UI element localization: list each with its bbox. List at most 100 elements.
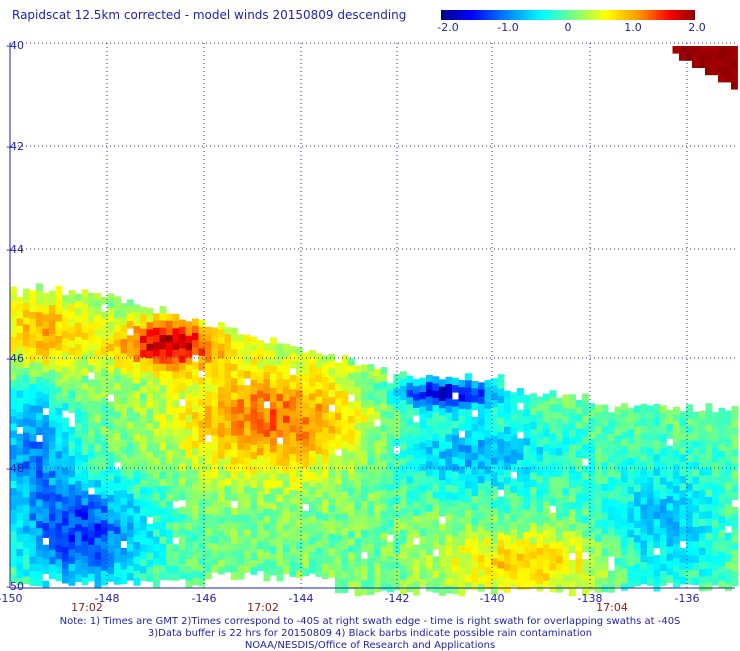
swath-cell (361, 537, 368, 545)
swath-cell (205, 463, 212, 472)
swath-cell (211, 385, 219, 393)
swath-cell (146, 552, 154, 561)
swath-cell (504, 534, 511, 543)
swath-cell (94, 329, 102, 337)
swath-cell (673, 514, 680, 523)
swath-cell (101, 412, 108, 420)
swath-cell (510, 565, 518, 573)
swath-cell (530, 443, 537, 452)
swath-cell (653, 526, 661, 534)
swath-cell (42, 299, 50, 308)
swath-cell (140, 429, 147, 437)
swath-cell (543, 472, 550, 481)
swath-cell (276, 473, 284, 481)
swath-cell (250, 416, 258, 424)
swath-cell (341, 542, 349, 550)
swath-cell (653, 569, 661, 578)
swath-cell (218, 458, 225, 467)
swath-cell (68, 563, 76, 572)
swath-cell (374, 483, 381, 492)
swath-cell (88, 508, 95, 517)
swath-cell (413, 566, 420, 574)
swath-cell (497, 403, 505, 411)
swath-cell (361, 400, 368, 408)
swath-cell (445, 506, 453, 514)
swath-cell (250, 372, 258, 381)
swath-cell (445, 434, 453, 442)
swath-cell (29, 455, 37, 464)
swath-cell (660, 427, 667, 435)
swath-cell (23, 367, 30, 376)
swath-cell (614, 421, 622, 429)
swath-cell (68, 491, 76, 500)
swath-cell (673, 414, 680, 422)
swath-cell (452, 550, 459, 559)
swath-cell (478, 540, 485, 549)
swath-cell (328, 469, 336, 477)
swath-cell (348, 423, 355, 431)
swath-cell (205, 521, 212, 529)
swath-cell (42, 487, 50, 495)
swath-cell (146, 401, 154, 409)
swath-cell (335, 427, 342, 435)
swath-cell (621, 561, 628, 570)
swath-cell (660, 520, 667, 529)
swath-cell (159, 392, 167, 401)
swath-cell (335, 376, 342, 385)
swath-cell (62, 453, 69, 462)
swath-cell (263, 573, 271, 582)
swath-cell (614, 471, 622, 480)
swath-cell (302, 352, 310, 361)
swath-cell (387, 512, 394, 521)
swath-cell (166, 385, 173, 394)
swath-cell (250, 351, 258, 359)
swath-cell (237, 471, 245, 479)
swath-cell (536, 576, 544, 585)
swath-cell (647, 563, 654, 572)
swath-cell (478, 461, 485, 470)
swath-cell (523, 459, 531, 468)
swath-cell (445, 420, 453, 428)
swath-cell (101, 369, 108, 377)
swath-cell (673, 579, 680, 588)
swath-cell (556, 419, 563, 427)
swath-cell (237, 392, 245, 400)
swath-cell (55, 400, 63, 409)
swath-cell (81, 303, 89, 312)
swath-cell (484, 531, 492, 539)
swath-cell (582, 573, 589, 582)
swath-cell (276, 365, 284, 373)
swath-cell (16, 549, 24, 557)
swath-cell (114, 411, 121, 420)
swath-cell (107, 379, 115, 388)
swath-cell (465, 560, 472, 569)
swath-cell (523, 423, 531, 432)
swath-cell (627, 515, 635, 524)
swath-cell (640, 447, 648, 455)
swath-cell (107, 495, 115, 503)
swath-cell (575, 529, 583, 538)
swath-cell (244, 435, 251, 444)
swath-cell (588, 539, 596, 548)
swath-cell (426, 547, 433, 556)
swath-cell (120, 533, 128, 542)
swath-cell (127, 551, 134, 559)
swath-cell (29, 427, 37, 435)
swath-cell (445, 535, 453, 543)
swath-cell (224, 442, 232, 450)
swath-cell (55, 516, 63, 524)
swath-cell (692, 60, 699, 68)
swath-cell (276, 350, 284, 359)
swath-cell (504, 398, 511, 406)
swath-cell (634, 549, 641, 558)
swath-cell (198, 550, 206, 558)
swath-cell (250, 473, 258, 482)
swath-cell (471, 546, 479, 555)
swath-cell (198, 327, 206, 335)
swath-cell (257, 520, 264, 528)
swath-cell (569, 408, 576, 417)
swath-cell (81, 375, 89, 384)
swath-cell (510, 442, 518, 451)
swath-cell (146, 315, 154, 323)
swath-cell (55, 458, 63, 466)
